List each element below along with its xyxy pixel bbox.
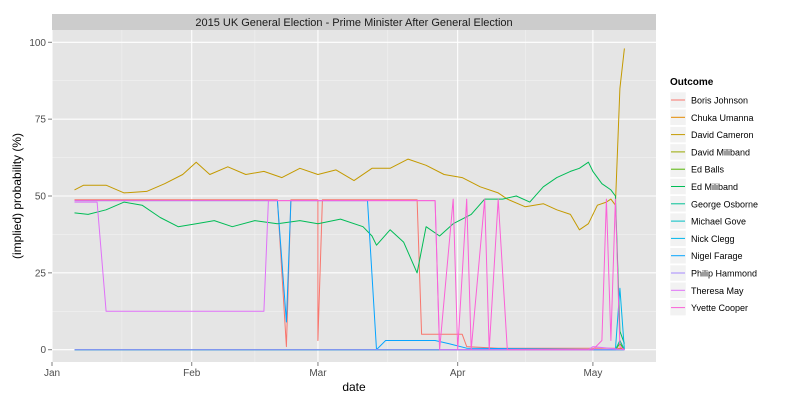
legend-item-label: Nick Clegg [691, 234, 735, 244]
legend-item-label: Chuka Umanna [691, 113, 754, 123]
x-tick-label: Feb [183, 368, 201, 379]
strip-background [52, 14, 656, 30]
y-tick-label: 75 [35, 115, 47, 126]
y-tick-label: 25 [35, 268, 47, 279]
legend: Outcome Boris Johnson Chuka Umanna David C… [669, 77, 758, 316]
x-tick-label: Apr [450, 368, 466, 379]
legend-item-label: Theresa May [691, 286, 744, 296]
axes: 0 25 50 75 100 Jan Feb Mar Apr May [29, 38, 602, 379]
series-line-david-cameron [74, 48, 625, 231]
y-tick-label: 50 [35, 192, 47, 203]
series-line-yvette-cooper [74, 198, 625, 351]
legend-title: Outcome [670, 77, 714, 88]
x-axis-title: date [342, 380, 366, 394]
x-tick-label: Mar [309, 368, 327, 379]
legend-item-label: David Cameron [691, 130, 754, 140]
series-lines [74, 48, 625, 351]
legend-item-label: George Osborne [691, 199, 758, 209]
chart-title: 2015 UK General Election - Prime Ministe… [195, 17, 512, 29]
series-line-ed-miliband [74, 161, 625, 344]
legend-item-label: Ed Balls [691, 165, 725, 175]
legend-item-label: Yvette Cooper [691, 303, 748, 313]
legend-item-label: David Miliband [691, 147, 750, 157]
y-tick-label: 100 [29, 38, 46, 49]
legend-item-label: Philip Hammond [691, 269, 757, 279]
x-tick-label: May [583, 368, 602, 379]
legend-item-label: Boris Johnson [691, 96, 748, 106]
y-axis-title: (implied) probability (%) [10, 133, 24, 259]
legend-item-label: Ed Miliband [691, 182, 738, 192]
legend-item-label: Nigel Farage [691, 251, 743, 261]
y-tick-label: 0 [40, 345, 46, 356]
series-line-boris-johnson [74, 199, 625, 349]
x-tick-label: Jan [44, 368, 60, 379]
legend-item-label: Michael Gove [691, 217, 746, 227]
